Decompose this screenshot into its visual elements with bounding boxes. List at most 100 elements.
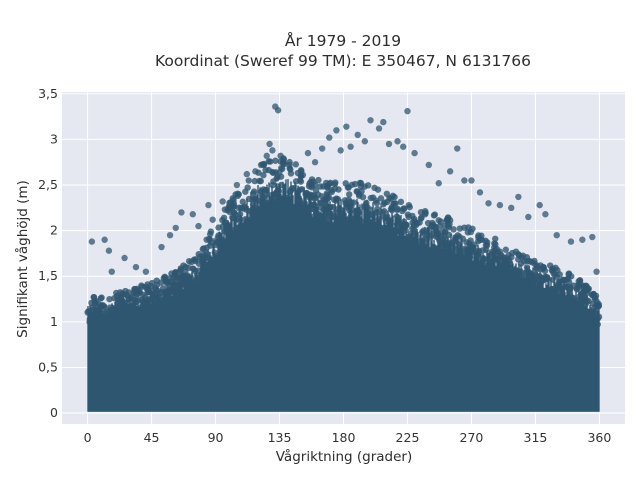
data-point-outlier bbox=[195, 222, 202, 230]
data-point-outlier bbox=[476, 189, 484, 196]
data-point-outlier bbox=[404, 107, 411, 115]
y-tick-label: 0,5 bbox=[38, 359, 58, 374]
data-point bbox=[109, 309, 116, 316]
data-point bbox=[106, 295, 113, 303]
data-point bbox=[517, 260, 525, 267]
data-point bbox=[288, 208, 295, 216]
data-point bbox=[139, 296, 146, 304]
data-point bbox=[566, 291, 574, 298]
data-point bbox=[231, 237, 239, 244]
data-point bbox=[515, 251, 522, 258]
data-point bbox=[445, 214, 452, 221]
data-point bbox=[205, 254, 213, 262]
data-point bbox=[509, 249, 516, 257]
data-point bbox=[409, 212, 416, 220]
data-point bbox=[174, 302, 182, 309]
data-point-outlier bbox=[593, 268, 600, 275]
data-point bbox=[318, 234, 325, 242]
data-point bbox=[363, 211, 371, 218]
data-point-outlier bbox=[425, 161, 433, 169]
data-point bbox=[482, 237, 489, 245]
data-point bbox=[464, 253, 471, 260]
data-point bbox=[219, 241, 227, 248]
data-point bbox=[263, 191, 271, 198]
data-point-outlier bbox=[172, 224, 179, 232]
data-point bbox=[324, 183, 331, 190]
data-point bbox=[391, 193, 398, 201]
data-point bbox=[272, 157, 279, 164]
data-point bbox=[195, 280, 203, 288]
data-point bbox=[400, 222, 408, 229]
data-point-outlier bbox=[233, 181, 241, 189]
data-point bbox=[417, 215, 425, 222]
data-point bbox=[258, 199, 266, 207]
data-point-outlier bbox=[166, 231, 174, 239]
data-point bbox=[430, 258, 438, 265]
data-point bbox=[120, 291, 128, 298]
data-point bbox=[571, 302, 578, 309]
data-point bbox=[312, 220, 319, 227]
data-point bbox=[461, 245, 469, 252]
data-point-outlier bbox=[252, 168, 259, 175]
data-point-outlier bbox=[375, 125, 383, 132]
data-point-outlier bbox=[515, 193, 522, 201]
data-point bbox=[373, 209, 381, 216]
data-point bbox=[230, 244, 238, 251]
y-tick-label: 2,5 bbox=[38, 177, 58, 192]
data-point bbox=[434, 234, 442, 241]
data-point bbox=[595, 313, 603, 321]
data-point bbox=[256, 205, 264, 212]
data-point bbox=[456, 225, 464, 232]
data-point bbox=[97, 313, 104, 321]
data-point bbox=[409, 232, 417, 239]
data-point bbox=[294, 210, 302, 217]
data-point-outlier bbox=[589, 233, 596, 241]
data-point bbox=[283, 213, 290, 221]
data-point-outlier bbox=[400, 143, 407, 150]
data-point bbox=[475, 232, 482, 239]
data-point bbox=[281, 201, 288, 208]
y-tick-label: 0 bbox=[50, 405, 58, 420]
data-point bbox=[394, 206, 401, 214]
data-point-outlier bbox=[297, 172, 305, 180]
data-point bbox=[200, 266, 207, 274]
data-point-outlier bbox=[579, 236, 586, 243]
data-point bbox=[207, 230, 214, 238]
data-point bbox=[412, 254, 420, 261]
data-point bbox=[162, 278, 170, 285]
data-point-outlier bbox=[101, 236, 108, 243]
data-point bbox=[177, 287, 184, 294]
data-point bbox=[387, 217, 394, 224]
data-point-outlier bbox=[226, 204, 233, 212]
data-point-outlier bbox=[380, 118, 387, 126]
data-point bbox=[373, 237, 381, 244]
data-point bbox=[287, 218, 294, 225]
data-point bbox=[379, 236, 387, 243]
data-point bbox=[511, 267, 518, 274]
data-point bbox=[537, 288, 545, 296]
data-point bbox=[167, 278, 175, 286]
data-point bbox=[576, 307, 584, 314]
data-point bbox=[302, 228, 309, 236]
data-point bbox=[448, 243, 455, 250]
data-point bbox=[374, 186, 382, 193]
data-point bbox=[102, 313, 110, 320]
data-point bbox=[154, 310, 161, 317]
data-point bbox=[381, 214, 388, 221]
data-point bbox=[475, 261, 483, 269]
data-point bbox=[222, 219, 230, 226]
data-point-outlier bbox=[567, 238, 575, 245]
data-point bbox=[138, 283, 146, 291]
data-point bbox=[166, 305, 174, 312]
data-point bbox=[357, 183, 365, 190]
data-point bbox=[212, 263, 220, 271]
data-point bbox=[257, 177, 264, 185]
data-point bbox=[558, 285, 565, 293]
data-point bbox=[365, 218, 372, 225]
data-point bbox=[181, 296, 188, 303]
data-point bbox=[189, 265, 197, 272]
data-point-outlier bbox=[337, 147, 344, 154]
y-tick-label: 1,5 bbox=[38, 268, 58, 283]
data-point bbox=[518, 274, 525, 281]
data-point-outlier bbox=[542, 211, 549, 218]
